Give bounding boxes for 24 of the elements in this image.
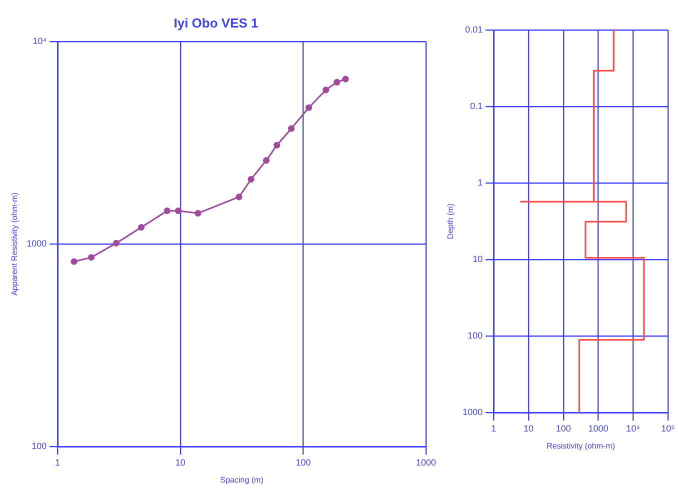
- x-tick-label: 10⁵: [661, 423, 676, 434]
- chart-title: Iyi Obo VES 1: [174, 15, 258, 30]
- y-tick-label: 0.1: [470, 101, 483, 112]
- x-tick-label: 1: [55, 457, 60, 468]
- x-tick-label: 10⁴: [626, 423, 640, 434]
- y-tick-label: 100: [468, 330, 483, 341]
- y-tick-label: 10: [472, 254, 483, 264]
- y-tick-label: 10⁴: [32, 36, 47, 46]
- y-axis-title: Apparent Resistivity (ohm-m): [10, 192, 20, 296]
- y-tick-label: 100: [32, 441, 47, 452]
- x-tick-label: 1000: [416, 457, 436, 468]
- x-tick-label: 1000: [588, 423, 608, 434]
- x-axis-title: Spacing (m): [220, 475, 264, 484]
- x-axis-title: Resistivity (ohm-m): [546, 441, 616, 450]
- y-tick-label: 1000: [462, 407, 483, 418]
- y-tick-label: 0.01: [465, 24, 483, 34]
- x-tick-label: 100: [296, 457, 311, 468]
- y-tick-label: 1000: [26, 238, 47, 249]
- x-tick-label: 10: [523, 423, 534, 434]
- x-tick-label: 1: [491, 423, 496, 434]
- y-axis-title: Depth (m): [446, 203, 456, 240]
- x-tick-label: 100: [556, 423, 571, 434]
- y-tick-label: 1: [478, 178, 483, 188]
- x-tick-label: 10: [175, 457, 186, 468]
